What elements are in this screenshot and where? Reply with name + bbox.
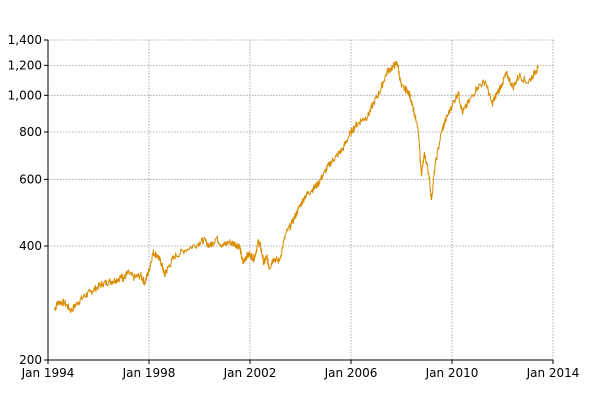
x-tick-label: Jan 2014 xyxy=(526,366,580,380)
y-tick-label: 200 xyxy=(19,353,42,367)
x-tick-label: Jan 1994 xyxy=(21,366,75,380)
y-tick-label: 1,200 xyxy=(8,58,42,72)
x-tick-label: Jan 2006 xyxy=(324,366,378,380)
y-tick-label: 1,000 xyxy=(8,88,42,102)
y-tick-label: 600 xyxy=(19,172,42,186)
tick-labels: 200 400 600 800 1,000 1,200 1,400 Jan 1994 Jan 1… xyxy=(8,33,580,380)
series-line xyxy=(53,60,539,314)
x-tick-label: Jan 2002 xyxy=(223,366,277,380)
y-tick-label: 400 xyxy=(19,239,42,253)
y-tick-label: 1,400 xyxy=(8,33,42,47)
axes xyxy=(44,39,554,364)
series-layer xyxy=(53,60,539,314)
x-tick-label: Jan 2010 xyxy=(425,366,479,380)
y-tick-label: 800 xyxy=(19,125,42,139)
x-tick-label: Jan 1998 xyxy=(122,366,176,380)
grid-lines xyxy=(48,39,554,360)
